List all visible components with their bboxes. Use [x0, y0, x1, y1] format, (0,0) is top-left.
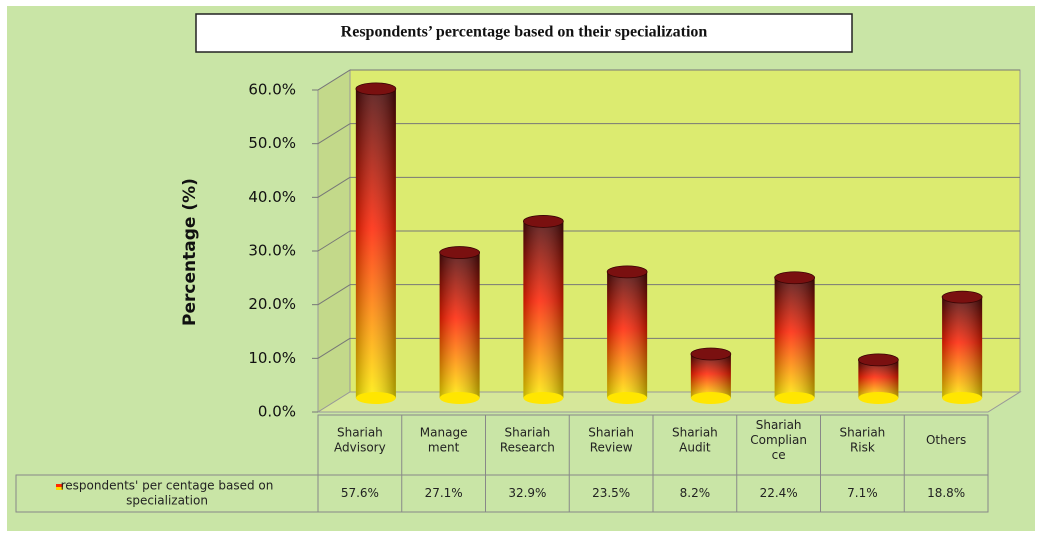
bar-bottom: [607, 392, 648, 404]
bar-shade: [439, 252, 480, 398]
bar-top: [439, 246, 481, 259]
grid-line: [317, 284, 351, 306]
grid-line: [317, 69, 351, 91]
y-tick-label: 20.0%: [248, 295, 296, 313]
value-label: 32.9%: [508, 486, 546, 500]
y-tick-label: 50.0%: [248, 134, 296, 152]
y-axis-label: Percentage (%): [180, 178, 200, 326]
bar-bottom: [774, 392, 815, 404]
x-tick-label: Manage ment: [420, 425, 468, 454]
bar-shade: [355, 88, 396, 398]
value-label: 27.1%: [425, 486, 463, 500]
legend-cell: [15, 474, 319, 513]
bar-top: [606, 265, 648, 279]
bar-bottom: [690, 392, 731, 404]
grid-line: [317, 230, 351, 252]
title-box: [195, 13, 853, 53]
legend-swatch: [56, 487, 63, 490]
bar: [774, 271, 816, 404]
legend-label: respondents' per centage based on special…: [61, 478, 274, 507]
value-label: 22.4%: [760, 486, 798, 500]
x-tick-label: Shariah Advisory: [334, 425, 386, 454]
bar: [857, 353, 899, 404]
x-tick-label: Shariah Review: [588, 425, 634, 454]
value-label: 23.5%: [592, 486, 630, 500]
floor: [316, 391, 1022, 413]
bar: [606, 265, 648, 404]
bar-bottom: [355, 392, 396, 404]
bar-top: [857, 353, 899, 367]
grid-line: [317, 176, 351, 198]
bar: [522, 215, 564, 404]
bar-top: [690, 347, 732, 361]
bar-bottom: [523, 392, 564, 404]
bar: [690, 347, 732, 404]
bar-top: [941, 290, 983, 304]
x-tick-label: Shariah Research: [500, 425, 555, 454]
bar-top: [355, 82, 397, 96]
bar-bottom: [858, 392, 899, 404]
x-tick-label: Shariah Audit: [672, 425, 718, 454]
value-label: 8.2%: [680, 486, 711, 500]
bar-top: [522, 215, 564, 228]
x-tick-label: Others: [926, 433, 966, 447]
value-label: 18.8%: [927, 486, 965, 500]
grid-line: [317, 337, 351, 359]
bar-shade: [774, 277, 815, 398]
x-tick-label: Shariah Risk: [839, 425, 885, 454]
bar-shade: [523, 221, 564, 398]
bar: [439, 246, 481, 404]
chart-title: Respondents’ percentage based on their s…: [341, 24, 708, 41]
y-tick-label: 40.0%: [248, 188, 296, 206]
bar-top: [774, 271, 816, 285]
bar-shade: [607, 271, 648, 398]
legend-swatch: [56, 484, 63, 487]
x-tick-label: Shariah Complian ce: [750, 418, 807, 462]
bar: [941, 290, 983, 404]
bar-bottom: [439, 392, 480, 404]
y-tick-label: 10.0%: [248, 349, 296, 367]
grid-line: [317, 123, 351, 145]
y-tick-label: 0.0%: [258, 403, 296, 421]
bar-bottom: [942, 392, 983, 404]
y-tick-label: 60.0%: [248, 81, 296, 99]
bar: [355, 82, 397, 404]
value-label: 57.6%: [341, 486, 379, 500]
y-tick-label: 30.0%: [248, 242, 296, 260]
bar-shade: [690, 353, 731, 398]
value-label: 7.1%: [847, 486, 878, 500]
bar-shade: [942, 297, 983, 398]
